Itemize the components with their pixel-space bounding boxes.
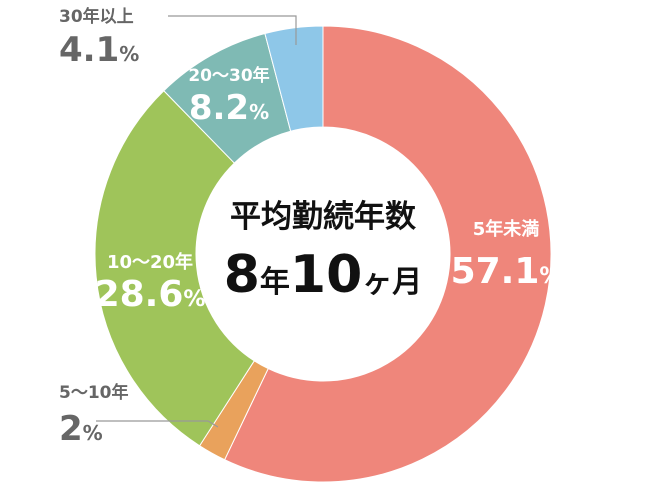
center-years: 8 [224,245,260,305]
slices-group [94,25,552,483]
slice-30-plus [264,25,324,132]
label-name-5to10: 5〜10年 [59,382,129,403]
label-name-30plus: 30年以上 [59,6,134,27]
label-value-unit-5to10: % [83,421,103,445]
leader-line-30plus [168,15,297,45]
label-value-unit-30plus: % [119,42,139,66]
label-value-under5: 57.1% [451,251,562,292]
label-name-10to20: 10〜20年 [107,251,193,273]
label-name-20to30: 20〜30年 [188,65,269,86]
center-months: 10 [290,245,362,305]
label-value-num-30plus: 4.1 [59,30,119,70]
label-value-unit-10to20: % [183,287,205,312]
center-month-unit: ヶ月 [362,265,422,300]
label-value-unit-20to30: % [249,100,269,124]
slice-under-5 [223,25,552,483]
label-value-10to20: 28.6% [95,274,206,315]
center-year-unit: 年 [260,265,290,300]
center-value: 8年10ヶ月 [224,245,423,305]
label-value-num-20to30: 8.2 [189,88,249,128]
center-title: 平均勤続年数 [230,199,416,235]
label-value-num-under5: 57.1 [451,251,540,292]
leader-line-5to10 [96,420,219,428]
slice-10-to-20 [94,90,255,447]
label-name-under5: 5年未満 [473,218,540,240]
label-value-num-10to20: 28.6 [95,274,184,315]
label-value-20to30: 8.2% [189,88,269,128]
label-value-30plus: 4.1% [59,30,139,70]
label-value-5to10: 2% [59,409,103,449]
label-value-unit-under5: % [539,264,561,289]
label-value-num-5to10: 2 [59,409,83,449]
